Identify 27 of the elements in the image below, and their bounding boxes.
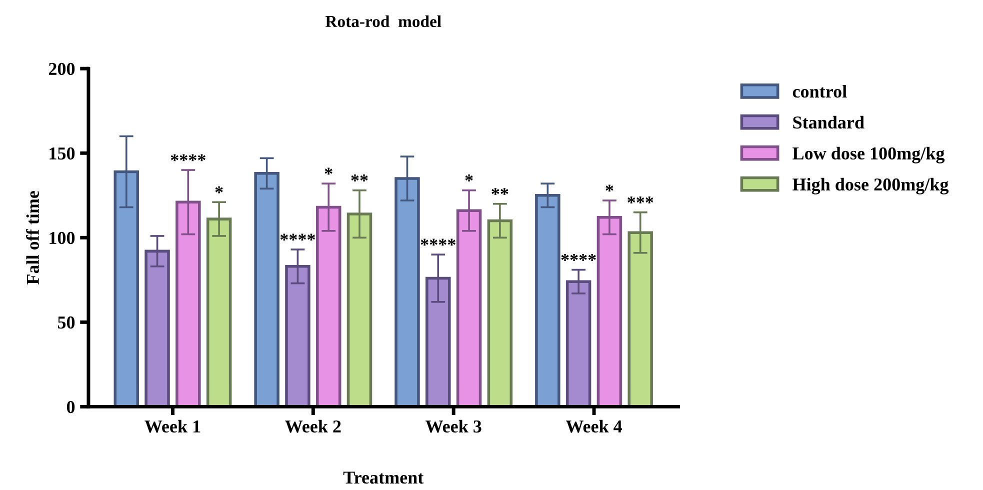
- y-tick-label: 50: [58, 316, 75, 329]
- y-tick-label: 150: [50, 147, 75, 160]
- y-tick-label: 200: [48, 62, 75, 76]
- annotation: *: [215, 186, 223, 194]
- x-tick-label: Week 1: [144, 420, 200, 433]
- annotation: **: [492, 188, 508, 195]
- annotation: *: [606, 184, 614, 192]
- annotation: **: [351, 174, 368, 182]
- legend-label: Standard: [793, 116, 864, 129]
- annotation: ****: [280, 234, 316, 241]
- annotation: ***: [628, 196, 654, 204]
- annotation: ****: [561, 254, 596, 261]
- legend-label: control: [792, 84, 847, 98]
- x-tick-label: Week 2: [285, 420, 341, 433]
- x-tick-label: Week 3: [426, 420, 482, 433]
- legend-label: High dose 200mg/kg: [792, 178, 949, 194]
- y-tick-label: 100: [50, 232, 75, 244]
- chart-title: Rota-rod model: [325, 15, 442, 28]
- y-axis-title: Fall off time: [26, 190, 39, 284]
- annotation: *: [465, 174, 473, 182]
- legend-label: Low dose 100mg/kg: [792, 146, 945, 164]
- annotation: ****: [420, 238, 456, 246]
- y-tick-label: 0: [66, 400, 75, 414]
- x-tick-label: Week 4: [566, 420, 622, 433]
- annotation: ****: [170, 154, 206, 162]
- x-axis-title: Treatment: [343, 472, 424, 484]
- annotation: *: [324, 168, 332, 175]
